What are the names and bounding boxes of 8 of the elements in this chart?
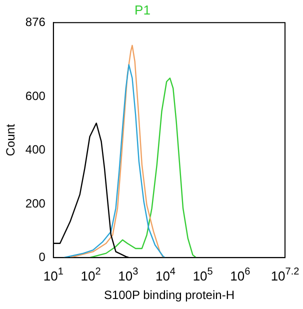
y-axis-title: Count <box>4 123 18 156</box>
y-tick-label: 600 <box>25 88 46 103</box>
y-tick-label: 0 <box>38 250 46 264</box>
y-tick-label: 400 <box>25 142 46 157</box>
y-tick-label: 200 <box>25 196 46 210</box>
x-axis-title: S100P binding protein-H <box>104 288 234 302</box>
y-tick-label: 876 <box>25 14 46 29</box>
chart-title: P1 <box>134 2 150 18</box>
